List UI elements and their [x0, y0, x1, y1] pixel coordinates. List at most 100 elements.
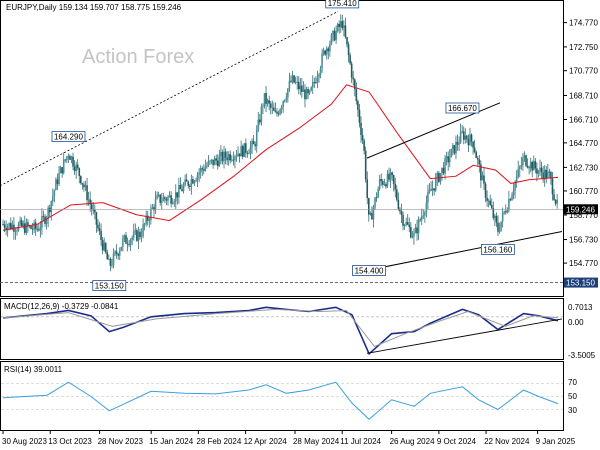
candle-body — [333, 30, 336, 41]
candle-body — [543, 169, 546, 180]
candle-body — [217, 160, 219, 167]
candle-body — [123, 235, 126, 239]
candle-body — [277, 113, 280, 115]
candle-body — [489, 200, 492, 205]
candle-body — [494, 215, 496, 219]
candle-body — [297, 81, 300, 90]
candle-body — [20, 220, 23, 227]
candle-body — [466, 135, 468, 140]
price-tick-label: 166.710 — [569, 116, 598, 125]
candle-body — [483, 175, 485, 184]
candle-body — [405, 222, 407, 225]
candle-body — [263, 93, 266, 106]
candle-body — [50, 201, 53, 213]
candle-body — [90, 204, 93, 210]
candle-body — [28, 225, 31, 227]
candle-body — [285, 97, 288, 100]
candle-body — [389, 172, 392, 180]
candle-body — [550, 172, 552, 179]
candle-body — [176, 192, 179, 198]
annotation-label: 166.670 — [445, 102, 480, 114]
candle-body — [3, 224, 6, 228]
candle-body — [70, 156, 73, 160]
candle-body — [276, 111, 278, 114]
candle-body — [38, 229, 40, 231]
candle-body — [143, 223, 146, 225]
candle-body — [190, 179, 193, 187]
candle-body — [291, 75, 294, 82]
candle-body — [78, 168, 81, 176]
candle-body — [433, 188, 435, 191]
annotation-box — [51, 131, 86, 143]
candle-body — [396, 189, 398, 200]
candle-body — [118, 250, 121, 256]
candle-body — [179, 184, 182, 190]
candle-body — [442, 167, 445, 174]
candle-body — [154, 198, 157, 211]
symbol-header: EURJPY,Daily 159.134 159.707 158.775 159… — [6, 3, 182, 12]
candle-body — [296, 81, 298, 83]
candle-body — [478, 159, 481, 165]
candle-body — [181, 189, 183, 192]
candle-body — [33, 222, 35, 230]
rsi-panel — [0, 361, 564, 431]
candle-body — [142, 224, 144, 237]
candle-body — [218, 156, 221, 167]
candle-body — [392, 175, 395, 184]
candle-body — [140, 236, 143, 238]
candle-body — [311, 82, 314, 88]
candle-body — [109, 258, 112, 266]
candle-body — [371, 212, 373, 220]
candle-body — [34, 222, 37, 229]
candle-body — [408, 224, 411, 228]
candle-body — [459, 131, 462, 144]
support-price-tag-bg — [564, 277, 598, 288]
candle-body — [473, 147, 476, 153]
candle-body — [506, 210, 509, 213]
macd-signal-line — [2, 308, 559, 348]
candle-body — [511, 194, 513, 201]
candle-body — [223, 151, 225, 162]
candle-body — [428, 189, 431, 192]
candle-body — [204, 166, 207, 171]
annotation-label: 156.160 — [480, 243, 515, 255]
candle-body — [385, 183, 387, 187]
candle-body — [480, 164, 482, 181]
candle-body — [212, 159, 214, 166]
candle-body — [346, 37, 348, 45]
candle-body — [325, 48, 328, 55]
last-price-tag: 159.246 — [566, 205, 595, 214]
candle-body — [529, 162, 532, 169]
candle-body — [515, 176, 518, 182]
sma55-line — [2, 84, 559, 231]
candle-body — [238, 153, 241, 157]
candle-body — [523, 155, 526, 158]
candle-body — [117, 254, 119, 256]
candle-body — [307, 89, 309, 94]
candle-body — [318, 74, 320, 78]
candle-body — [220, 151, 222, 157]
candle-body — [304, 89, 306, 100]
candle-body — [551, 178, 554, 195]
candle-body — [512, 190, 515, 195]
candle-body — [554, 200, 557, 204]
candle-body — [518, 166, 521, 169]
candle-body — [120, 246, 123, 251]
candle-body — [246, 152, 249, 154]
candle-body — [58, 173, 60, 185]
candle-body — [2, 224, 4, 226]
candle-body — [215, 158, 218, 161]
watermark: Action Forex — [82, 46, 194, 68]
candle-body — [501, 212, 504, 222]
candle-body — [47, 207, 49, 220]
x-axis-label: 15 Jan 2024 — [149, 437, 194, 446]
candle-body — [157, 194, 160, 196]
candle-body — [416, 227, 418, 234]
candle-body — [324, 50, 327, 55]
candle-body — [84, 185, 87, 188]
candle-body — [321, 53, 323, 69]
candle-body — [397, 199, 400, 209]
candle-body — [171, 203, 174, 205]
candle-body — [5, 227, 7, 231]
candle-body — [427, 191, 429, 203]
